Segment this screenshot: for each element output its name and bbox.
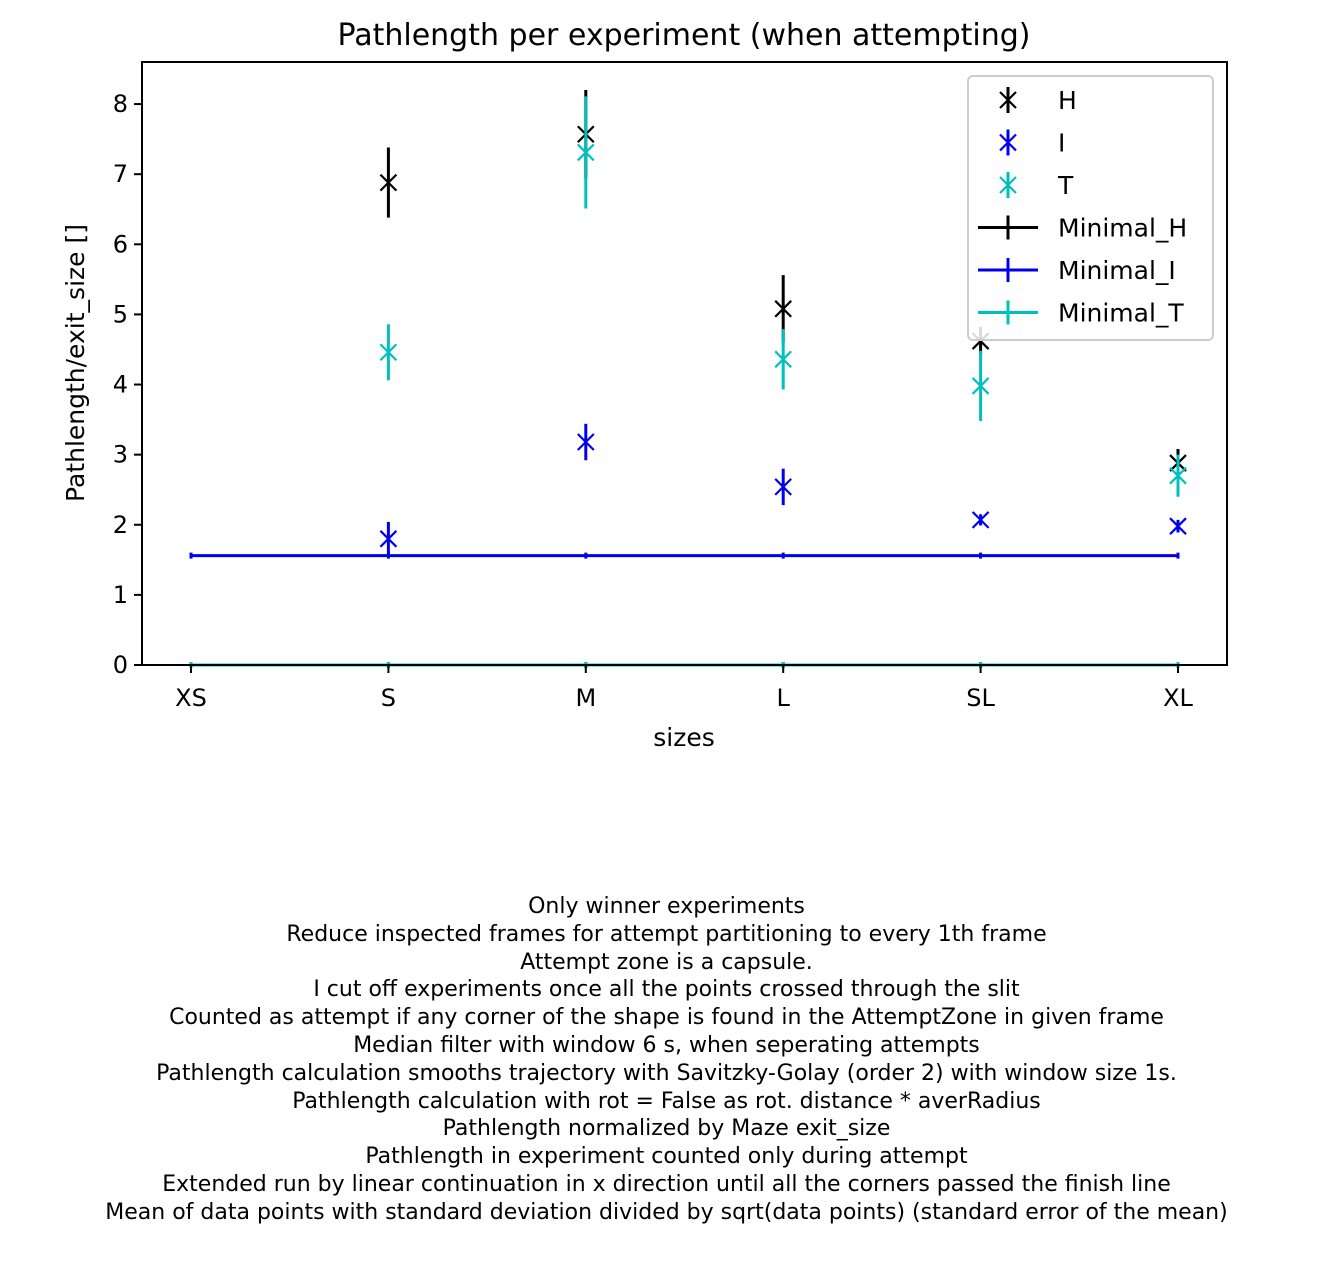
- x-axis-label: sizes: [653, 723, 715, 752]
- legend-label: Minimal_H: [1058, 214, 1187, 243]
- data-point-marker-b: [379, 530, 398, 548]
- chart-title: Pathlength per experiment (when attempti…: [337, 18, 1030, 53]
- legend-box: [967, 75, 1214, 341]
- legend-item-minimal_t: Minimal_T: [978, 299, 1184, 328]
- legend-marker-b: [999, 91, 1017, 109]
- y-tick-label: 1: [113, 581, 128, 609]
- footnote-line: Attempt zone is a capsule.: [520, 949, 813, 975]
- legend-item-minimal_i: Minimal_I: [978, 256, 1176, 285]
- plot-frame: [141, 61, 1228, 666]
- footnote-line: Median filter with window 6 s, when sepe…: [353, 1032, 980, 1058]
- y-axis: 0 1 2 3 4 5 6 7 8: [113, 90, 142, 679]
- footnote-line: Only winner experiments: [528, 894, 805, 919]
- series-i: [379, 423, 1187, 556]
- footnote-line: Mean of data points with standard deviat…: [105, 1199, 1228, 1225]
- legend-item-minimal_h: Minimal_H: [978, 214, 1187, 243]
- legend-label: Minimal_I: [1058, 256, 1176, 285]
- footnotes: Only winner experiments Reduce inspected…: [0, 893, 1333, 1227]
- legend-item-t: T: [999, 171, 1074, 200]
- series-t: [379, 96, 1187, 497]
- legend-marker-b: [999, 176, 1017, 194]
- data-point: [379, 343, 398, 362]
- x-tick-label: M: [575, 684, 596, 712]
- legend-marker-b: [999, 133, 1017, 152]
- y-tick-label: 8: [113, 90, 128, 118]
- footnote-line: I cut off experiments once all the point…: [313, 977, 1020, 1003]
- data-point: [774, 350, 792, 369]
- x-tick-label: SL: [966, 684, 995, 712]
- y-axis-label: Pathlength/exit_size []: [61, 224, 90, 502]
- y-tick-label: 5: [113, 300, 128, 328]
- footnote-line: Pathlength in experiment counted only du…: [365, 1144, 968, 1170]
- y-tick-label: 3: [113, 441, 128, 469]
- data-point-marker-b: [1169, 466, 1187, 485]
- data-point-marker-b: [774, 300, 792, 318]
- data-point-marker-b: [971, 377, 990, 395]
- data-point: [1169, 466, 1187, 485]
- data-point-marker-b: [971, 511, 990, 529]
- x-tick-label: S: [381, 684, 396, 712]
- y-tick-label: 6: [113, 230, 128, 258]
- data-point: [971, 511, 990, 529]
- chart: Pathlength per experiment (when attempti…: [61, 18, 1228, 752]
- data-point-marker-b: [1169, 517, 1187, 535]
- y-tick-label: 7: [113, 160, 128, 188]
- x-tick-label: L: [777, 684, 791, 712]
- data-point: [774, 478, 792, 496]
- data-point-marker-b: [577, 433, 595, 451]
- x-tick-label: XS: [175, 684, 207, 712]
- legend-label: T: [1057, 171, 1074, 200]
- footnote-line: Pathlength calculation with rot = False …: [292, 1088, 1041, 1114]
- legend-item-h: H: [999, 86, 1077, 115]
- footnote-line: Reduce inspected frames for attempt part…: [286, 921, 1047, 947]
- data-point-marker-b: [379, 343, 398, 362]
- data-point: [379, 173, 398, 192]
- data-point: [774, 300, 792, 318]
- data-point: [379, 530, 398, 548]
- legend-label: I: [1058, 129, 1065, 158]
- footnote-line: Pathlength calculation smooths trajector…: [156, 1060, 1177, 1086]
- legend-label: H: [1058, 86, 1077, 115]
- data-point-marker-b: [577, 143, 595, 162]
- y-tick-label: 4: [113, 371, 128, 399]
- legend-label: Minimal_T: [1058, 299, 1184, 328]
- data-point-marker-b: [774, 350, 792, 369]
- legend-item-i: I: [999, 129, 1065, 158]
- footnote-line: Counted as attempt if any corner of the …: [169, 1005, 1164, 1031]
- data-point: [971, 377, 990, 395]
- data-point: [577, 433, 595, 451]
- y-tick-label: 2: [113, 511, 128, 539]
- data-point: [1169, 517, 1187, 535]
- legend: HIT Minimal_H Minimal_I Minimal_T: [967, 75, 1214, 341]
- data-point-marker-b: [379, 173, 398, 192]
- footnote-line: Pathlength normalized by Maze exit_size: [442, 1116, 891, 1142]
- data-point: [577, 143, 595, 162]
- data-point-marker-b: [774, 478, 792, 496]
- x-tick-label: XL: [1163, 684, 1193, 712]
- footnote-line: Extended run by linear continuation in x…: [162, 1171, 1171, 1197]
- x-axis: XS S M L SL XL: [175, 665, 1194, 712]
- y-tick-label: 0: [113, 651, 128, 679]
